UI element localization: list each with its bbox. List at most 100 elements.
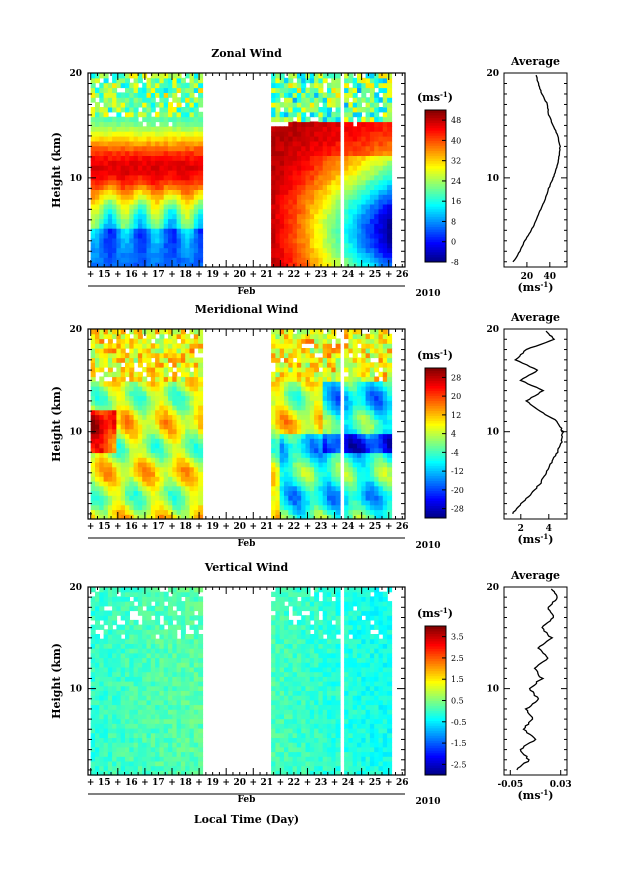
heatmap-cell (309, 367, 315, 373)
heatmap-cell (90, 466, 96, 473)
heatmap-cell (116, 82, 122, 89)
heatmap-cell (369, 189, 375, 195)
heatmap-cell (387, 208, 393, 215)
heatmap-cell (176, 213, 182, 220)
heatmap-cell (322, 390, 328, 397)
heatmap-cell (133, 189, 139, 195)
heatmap-cell (374, 466, 380, 473)
heatmap-cell (150, 428, 156, 435)
heatmap-cell (99, 247, 105, 253)
day-boundary-mark: + (304, 270, 312, 280)
heatmap-cell (180, 428, 186, 435)
heatmap-cell (116, 685, 122, 691)
heatmap-cell (331, 179, 337, 186)
heatmap-cell (107, 681, 113, 687)
heatmap-cell (374, 97, 380, 103)
heatmap-cell (163, 165, 169, 171)
heatmap-cell (361, 262, 367, 268)
heatmap-cell (116, 481, 122, 487)
heatmap-cell (378, 466, 384, 473)
heatmap-cell (335, 111, 341, 118)
heatmap-cell (150, 107, 156, 113)
heatmap-cell (116, 666, 122, 673)
heatmap-cell (95, 390, 100, 397)
heatmap-cell (95, 203, 100, 210)
heatmap-cell (112, 601, 118, 607)
heatmap-cell (327, 140, 332, 147)
heatmap-cell (116, 92, 122, 98)
heatmap-cell (120, 390, 126, 397)
heatmap-cell (116, 732, 122, 738)
heatmap-cell (116, 367, 122, 373)
heatmap-cell (193, 233, 199, 239)
heatmap-cell (116, 371, 122, 378)
heatmap-cell (387, 509, 393, 515)
heatmap-cell (288, 203, 294, 210)
heatmap-cell (125, 87, 130, 93)
heatmap-cell (335, 121, 341, 127)
heatmap-cell (159, 174, 165, 181)
heatmap-cell (331, 333, 337, 340)
heatmap-cell (150, 213, 156, 220)
heatmap-cell (133, 262, 139, 268)
heatmap-cell (284, 414, 289, 420)
colorbar-band (425, 420, 446, 424)
heatmap-cell (176, 352, 182, 359)
heatmap-cell (365, 257, 371, 263)
heatmap-cell (284, 218, 289, 224)
heatmap-cell (107, 770, 113, 776)
heatmap-cell (357, 179, 362, 186)
heatmap-cell (107, 695, 113, 701)
heatmap-cell (116, 97, 122, 103)
average-frame (503, 72, 568, 268)
heatmap-cell (322, 405, 328, 411)
heatmap-cell (163, 371, 169, 378)
heatmap-cell (185, 514, 191, 520)
heatmap-cell (305, 107, 311, 113)
heatmap-cell (284, 500, 289, 506)
colorbar-band (425, 465, 446, 469)
heatmap-cell (150, 233, 156, 239)
heatmap-cell (344, 131, 350, 137)
heatmap-cell (137, 77, 143, 84)
heatmap-cell (180, 262, 186, 268)
heatmap-cell (318, 424, 324, 430)
heatmap-cell (369, 333, 375, 340)
heatmap-cell (378, 165, 384, 171)
heatmap-cell (301, 257, 307, 263)
colorbar-label: -28 (451, 505, 464, 514)
heatmap-cell (116, 414, 122, 420)
heatmap-cell (155, 428, 161, 435)
heatmap-cell (387, 438, 393, 444)
heatmap-cell (137, 481, 143, 487)
heatmap-cell (344, 121, 350, 127)
heatmap-cell (279, 367, 285, 373)
heatmap-cell (288, 433, 294, 439)
heatmap-cell (112, 174, 118, 181)
heatmap-cell (314, 495, 320, 501)
heatmap-cell (305, 476, 311, 482)
heatmap-cell (365, 348, 371, 354)
heatmap-cell (172, 87, 178, 93)
heatmap-cell (133, 257, 139, 263)
heatmap-cell (150, 165, 156, 171)
heatmap-cell (133, 452, 139, 458)
heatmap-cell (116, 648, 122, 654)
heatmap-cell (116, 165, 122, 171)
heatmap-cell (163, 155, 169, 161)
heatmap-cell (180, 390, 186, 397)
heatmap-cell (193, 447, 199, 454)
heatmap-cell (279, 428, 285, 435)
heatmap-cell (309, 333, 315, 340)
heatmap-cell (142, 102, 148, 108)
heatmap-cell (292, 395, 298, 401)
heatmap-cell (271, 77, 277, 84)
heatmap-cell (107, 428, 113, 435)
heatmap-cell (318, 362, 324, 368)
heatmap-cell (378, 490, 384, 496)
heatmap-cell (129, 376, 135, 382)
heatmap-cell (90, 338, 96, 344)
heatmap-cell (344, 343, 350, 349)
heatmap-cell (176, 433, 182, 439)
heatmap-cell (103, 189, 109, 195)
